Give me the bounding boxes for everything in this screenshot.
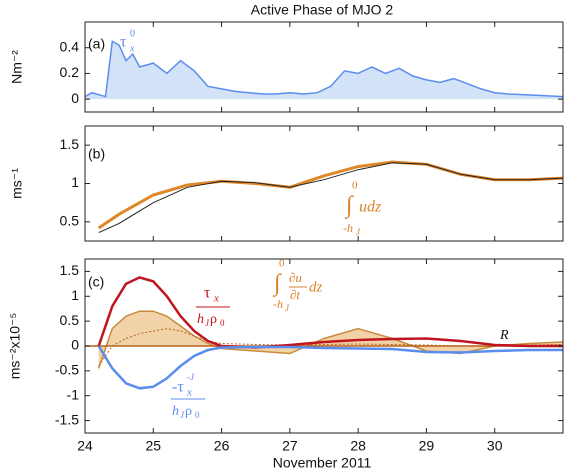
y-tick-label: 1.5 xyxy=(60,136,80,152)
annotation: 0 xyxy=(279,258,285,270)
x-tick-label: 24 xyxy=(77,438,93,454)
y-tick-label: 1 xyxy=(71,287,79,303)
annotation: 0 xyxy=(352,180,358,192)
annotation: R xyxy=(499,328,509,343)
annotation: h xyxy=(197,312,204,327)
y-tick-label: 0 xyxy=(71,90,79,106)
y-tick-label: 0 xyxy=(71,337,79,353)
annotation: 0 xyxy=(130,28,135,39)
line xyxy=(97,160,564,230)
y-tick-label: -0.5 xyxy=(55,362,79,378)
annotation: -h xyxy=(273,297,283,311)
annotation: 0 xyxy=(220,318,225,328)
annotation: J xyxy=(356,227,361,237)
y-tick-label: 0.2 xyxy=(60,64,80,80)
annotation: J xyxy=(285,303,290,313)
line xyxy=(98,162,564,234)
y-tick-label: 1.5 xyxy=(60,262,80,278)
x-tick-label: 26 xyxy=(214,438,230,454)
x-tick-label: 30 xyxy=(487,438,503,454)
y-tick-label: 1 xyxy=(71,174,79,190)
annotation: x xyxy=(129,43,135,54)
annotation: (c) xyxy=(88,274,104,290)
panel-frame xyxy=(84,21,564,113)
x-tick-label: 25 xyxy=(145,438,161,454)
annotation: x xyxy=(186,387,192,399)
x-tick-label: 27 xyxy=(282,438,298,454)
x-tick-label: 28 xyxy=(350,438,366,454)
y-tick-label: 0.5 xyxy=(60,213,80,229)
y-axis-label: ms⁻²x10⁻⁵ xyxy=(7,313,23,379)
dotted-line xyxy=(98,328,564,367)
annotation: x xyxy=(213,293,219,305)
annotation: h xyxy=(172,404,179,419)
area xyxy=(98,311,563,369)
annotation: ∂t xyxy=(290,287,300,302)
annotation: (b) xyxy=(88,146,105,162)
annotation: τ xyxy=(204,285,211,302)
annotation: τ xyxy=(120,34,127,51)
annotation: ρ xyxy=(185,404,192,419)
x-tick-label: 29 xyxy=(419,438,435,454)
y-tick-label: 0.5 xyxy=(60,312,80,328)
annotation: -τ xyxy=(172,379,184,396)
annotation: dz xyxy=(309,279,323,295)
annotation: ∫ xyxy=(344,193,354,220)
annotation: -h xyxy=(343,221,353,235)
x-axis-label: November 2011 xyxy=(273,455,372,471)
annotation: udz xyxy=(359,199,382,216)
line xyxy=(84,40,564,98)
y-tick-label: -1 xyxy=(67,386,80,402)
annotation: ∂u xyxy=(289,270,302,285)
annotation: -J xyxy=(187,372,195,382)
annotation: ∫ xyxy=(272,271,282,298)
annotation: 0 xyxy=(195,410,200,420)
panel-frame xyxy=(84,125,564,242)
annotation: J xyxy=(180,410,185,420)
annotation: ρ xyxy=(210,312,217,327)
annotation: (a) xyxy=(88,36,105,52)
line xyxy=(97,345,563,390)
y-axis-label: ms⁻¹ xyxy=(9,168,25,199)
chart-title: Active Phase of MJO 2 xyxy=(251,2,394,18)
area xyxy=(85,41,563,100)
y-tick-label: 0.4 xyxy=(60,38,80,54)
annotation: J xyxy=(205,318,210,328)
y-axis-label: Nm⁻² xyxy=(9,50,25,84)
y-tick-label: -1.5 xyxy=(55,411,79,427)
